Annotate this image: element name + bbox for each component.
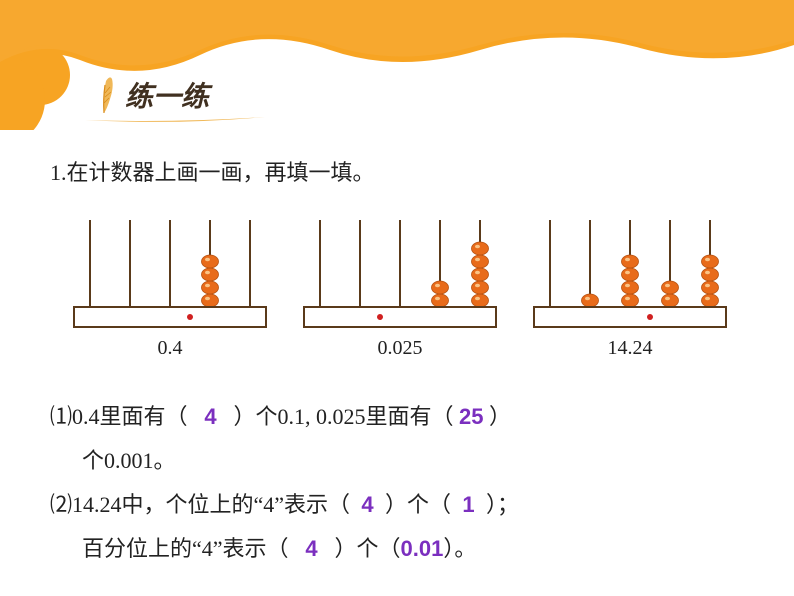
q2-line1: ⑵14.24中，个位上的“4”表示（ 4 ）个（ 1 ）； bbox=[50, 483, 750, 527]
q2-line2: 百分位上的“4”表示（ 4 ）个（0.01）。 bbox=[50, 527, 750, 571]
q1-line2: 个0.001。 bbox=[50, 439, 750, 483]
q2-answer3: 4 bbox=[300, 527, 324, 571]
abacus-block: 0.4 bbox=[70, 212, 270, 360]
q1-text: ）个0.1, 0.025里面有（ bbox=[234, 404, 454, 429]
q2-text: ）个（ bbox=[335, 536, 401, 561]
q2-text: ）个（ bbox=[385, 492, 451, 517]
q2-answer1: 4 bbox=[356, 483, 380, 527]
q1-text: ⑴0.4里面有（ bbox=[50, 404, 188, 429]
q1-answer1: 4 bbox=[199, 395, 223, 439]
feather-icon bbox=[90, 75, 120, 115]
q2-text: ）。 bbox=[443, 536, 476, 561]
q2-answer2: 1 bbox=[457, 483, 481, 527]
prompt-text: 1.在计数器上画一画，再填一填。 bbox=[50, 155, 750, 187]
abacus-row: 0.4 0.025 14.24 bbox=[50, 212, 750, 360]
abacus-svg bbox=[300, 212, 500, 332]
questions-block: ⑴0.4里面有（ 4 ）个0.1, 0.025里面有（ 25 ） 个0.001。… bbox=[50, 395, 750, 571]
q1-answer2: 25 bbox=[459, 395, 483, 439]
abacus-label: 14.24 bbox=[608, 337, 653, 360]
title-text: 练一练 bbox=[125, 75, 209, 115]
title-block: 练一练 bbox=[90, 75, 209, 115]
q2-text: ⑵14.24中，个位上的“4”表示（ bbox=[50, 492, 350, 517]
q1-text: ） bbox=[489, 404, 511, 429]
abacus-label: 0.4 bbox=[158, 337, 183, 360]
q2-text: ）； bbox=[486, 492, 519, 517]
abacus-block: 14.24 bbox=[530, 212, 730, 360]
q1-line1: ⑴0.4里面有（ 4 ）个0.1, 0.025里面有（ 25 ） bbox=[50, 395, 750, 439]
abacus-svg bbox=[70, 212, 270, 332]
content-area: 1.在计数器上画一画，再填一填。 0.4 0.025 14.24 ⑴0.4里面有（ … bbox=[50, 155, 750, 571]
q2-answer4: 0.01 bbox=[401, 527, 444, 571]
abacus-block: 0.025 bbox=[300, 212, 500, 360]
title-underline bbox=[85, 115, 265, 125]
abacus-label: 0.025 bbox=[378, 337, 423, 360]
q2-text: 百分位上的“4”表示（ bbox=[82, 536, 289, 561]
abacus-svg bbox=[530, 212, 730, 332]
